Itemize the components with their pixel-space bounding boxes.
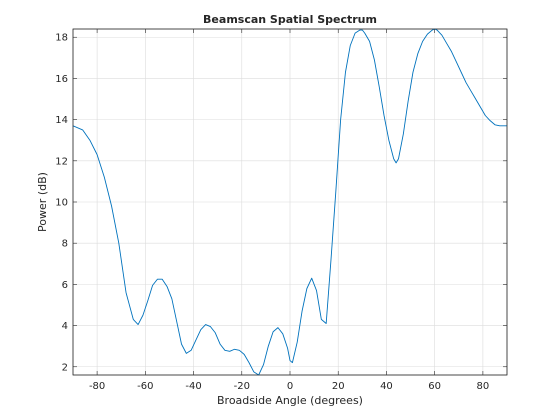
- ticks: -80 -60 -40 -20 0 20 40 60 80 2 4 6 8 10 12 14 16 18: [55, 29, 507, 392]
- y-tick-label: 16: [55, 74, 68, 85]
- y-tick-label: 12: [55, 156, 68, 167]
- x-tick-label: 80: [477, 381, 490, 392]
- y-tick-label: 6: [62, 280, 68, 291]
- y-axis-label: Power (dB): [36, 172, 49, 232]
- x-tick-label: -20: [234, 381, 250, 392]
- y-tick-label: 8: [62, 239, 68, 250]
- x-tick-label: 20: [332, 381, 345, 392]
- y-tick-label: 2: [62, 362, 68, 373]
- x-tick-label: 40: [380, 381, 393, 392]
- x-tick-label: 0: [287, 381, 293, 392]
- x-axis-label: Broadside Angle (degrees): [217, 394, 363, 407]
- plot-lines: [72, 28, 507, 376]
- y-tick-label: 4: [62, 321, 68, 332]
- grid: [73, 29, 507, 375]
- chart-title: Beamscan Spatial Spectrum: [203, 13, 377, 26]
- y-tick-label: 10: [55, 198, 68, 209]
- y-tick-label: 18: [55, 33, 68, 44]
- series-line: [72, 28, 507, 376]
- x-tick-label: -60: [137, 381, 153, 392]
- y-tick-label: 14: [55, 115, 68, 126]
- x-tick-label: -80: [89, 381, 105, 392]
- x-tick-label: -40: [185, 381, 201, 392]
- x-tick-label: 60: [428, 381, 441, 392]
